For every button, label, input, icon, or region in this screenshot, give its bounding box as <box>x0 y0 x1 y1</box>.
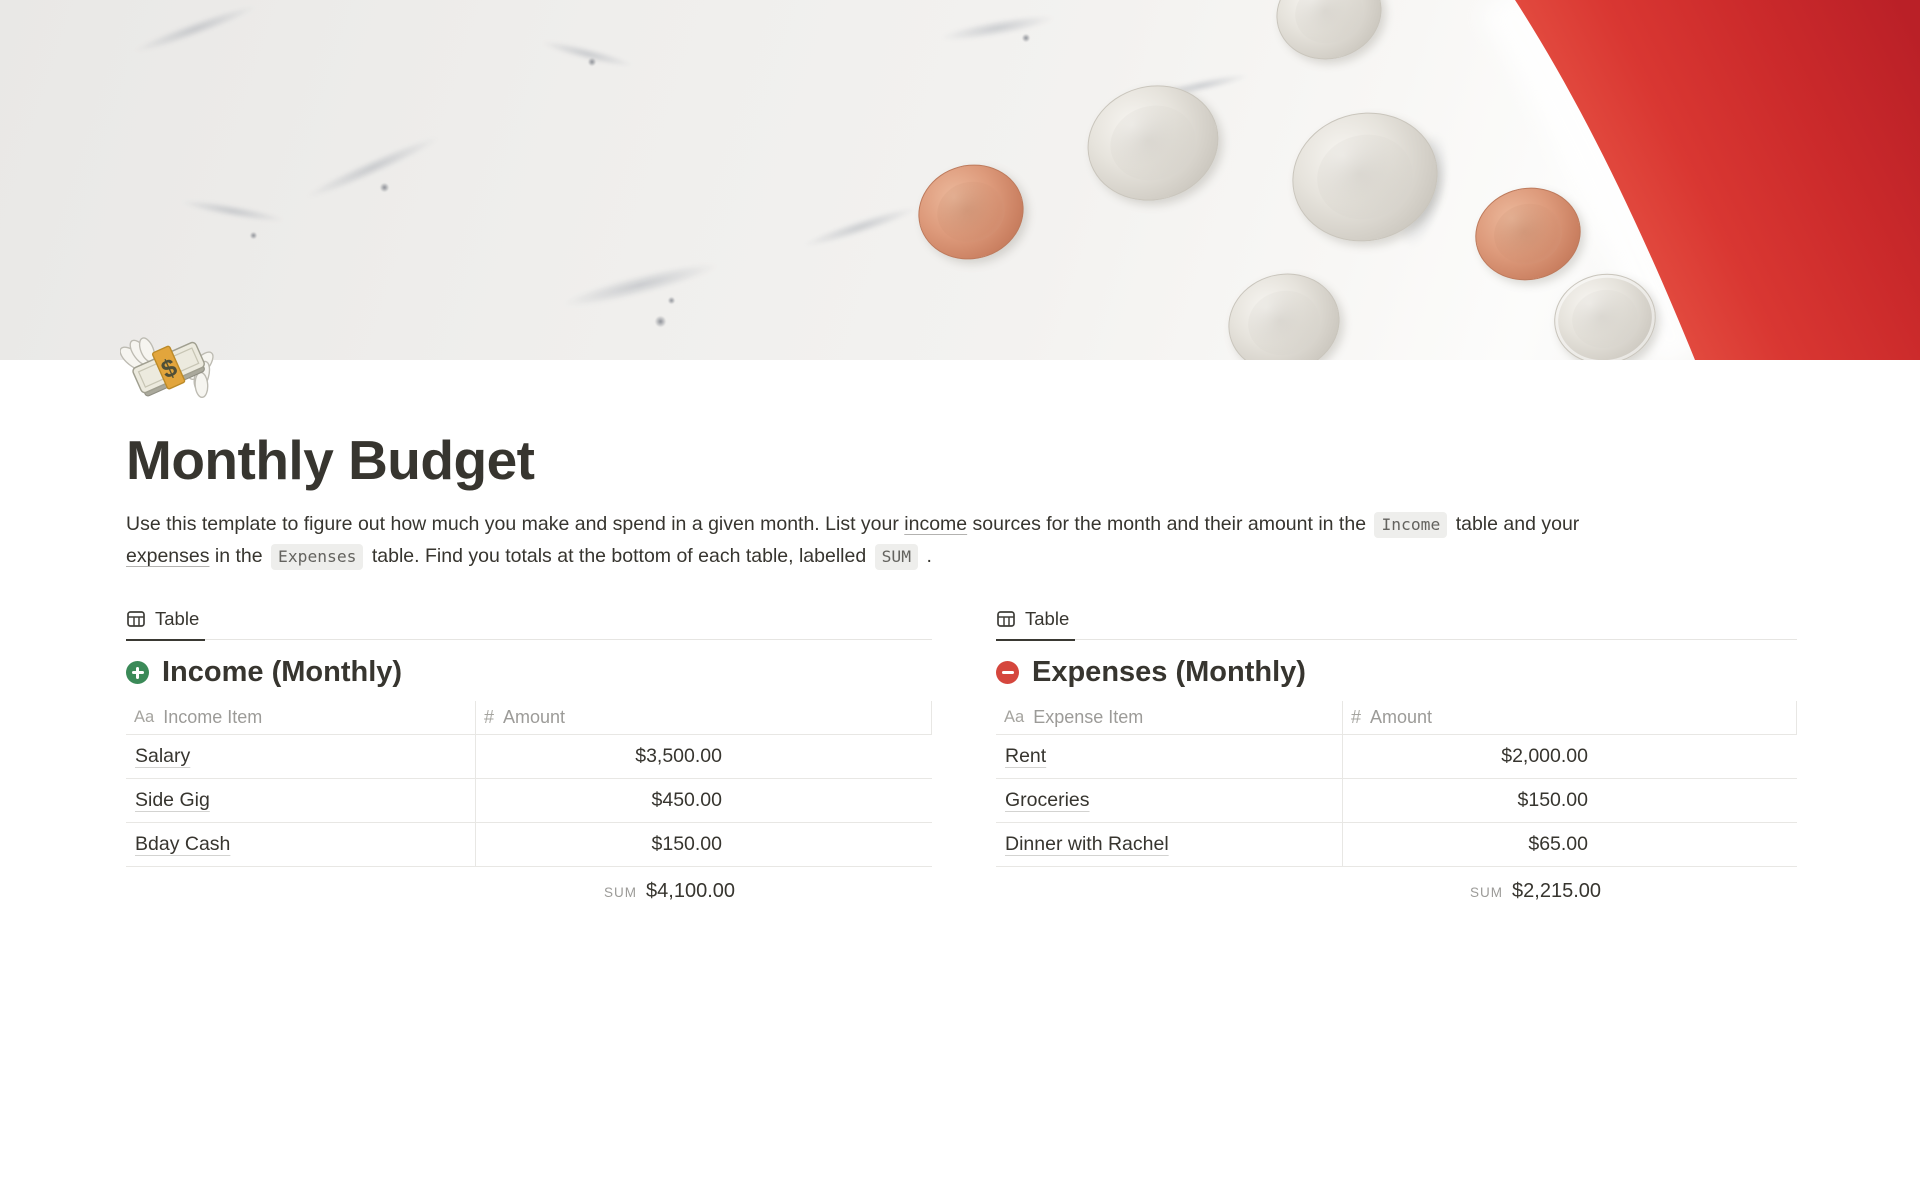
database-columns: Table Income (Monthly) Aa Income Item # Am… <box>126 603 1800 903</box>
cell-expense-item[interactable]: Groceries <box>996 779 1343 824</box>
cell-amount[interactable]: $150.00 <box>476 823 735 868</box>
row-filler <box>735 823 932 868</box>
inline-code-expenses: Expenses <box>271 544 364 571</box>
marble-speck <box>1022 34 1030 42</box>
add-column-area[interactable] <box>1601 701 1797 736</box>
item-title: Side Gig <box>135 789 210 812</box>
marble-speck <box>250 232 257 239</box>
cell-income-item[interactable]: Bday Cash <box>126 823 476 868</box>
text-run: table. Find you totals at the bottom of … <box>366 545 872 568</box>
sum-value: $2,215.00 <box>1512 880 1601 903</box>
view-tabs-expenses: Table <box>996 603 1797 641</box>
column-label: Amount <box>503 707 566 728</box>
description-line-1: Use this template to figure out how much… <box>126 508 1800 541</box>
sum-label: SUM <box>1470 885 1504 901</box>
amount-value: $150.00 <box>1517 789 1589 812</box>
column-label: Amount <box>1370 707 1433 728</box>
cell-amount[interactable]: $150.00 <box>1343 779 1601 824</box>
amount-value: $150.00 <box>651 833 723 856</box>
text-property-icon: Aa <box>1004 708 1025 727</box>
table-view-icon <box>126 609 146 629</box>
sum-value: $4,100.00 <box>646 880 735 903</box>
board-title-text: Expenses (Monthly) <box>1032 656 1306 689</box>
text-run: sources for the month and their amount i… <box>967 512 1372 535</box>
column-header-amount[interactable]: # Amount <box>1343 701 1601 736</box>
cell-income-item[interactable]: Side Gig <box>126 779 476 824</box>
expenses-link[interactable]: expenses <box>126 545 210 568</box>
marble-speck <box>588 58 596 66</box>
column-label: Income Item <box>163 707 263 728</box>
column-header-expense-item[interactable]: Aa Expense Item <box>996 701 1343 736</box>
row-filler <box>1601 735 1797 780</box>
text-run: Use this template to figure out how much… <box>126 512 905 535</box>
amount-value: $2,000.00 <box>1501 745 1588 768</box>
cell-amount[interactable]: $2,000.00 <box>1343 735 1601 780</box>
income-board-title[interactable]: Income (Monthly) <box>126 655 932 690</box>
item-title: Dinner with Rachel <box>1005 833 1169 856</box>
item-title: Rent <box>1005 745 1047 768</box>
cell-income-item[interactable]: Salary <box>126 735 476 780</box>
item-title: Groceries <box>1005 789 1090 812</box>
expenses-board-title[interactable]: Expenses (Monthly) <box>996 655 1797 690</box>
page-icon-money-with-wings-icon[interactable]: $ <box>119 316 220 416</box>
income-table-block: Table Income (Monthly) Aa Income Item # Am… <box>126 603 932 903</box>
row-filler <box>1601 823 1797 868</box>
plus-circle-icon <box>126 661 149 685</box>
cell-amount[interactable]: $450.00 <box>476 779 735 824</box>
column-label: Expense Item <box>1033 707 1144 728</box>
item-title: Bday Cash <box>135 833 231 856</box>
tab-label: Table <box>155 607 200 629</box>
income-table: Aa Income Item # Amount Salary $3,500.00 S… <box>126 701 932 868</box>
sum-label: SUM <box>604 885 638 901</box>
cell-expense-item[interactable]: Dinner with Rachel <box>996 823 1343 868</box>
tab-table-view[interactable]: Table <box>126 603 206 641</box>
income-link[interactable]: income <box>904 512 968 535</box>
text-run: table and your <box>1450 512 1580 535</box>
row-filler <box>1601 779 1797 824</box>
number-property-icon: # <box>1351 707 1362 728</box>
row-filler <box>735 779 932 824</box>
red-paper <box>1479 0 1920 360</box>
cell-amount[interactable]: $3,500.00 <box>476 735 735 780</box>
inline-code-sum: SUM <box>874 544 919 571</box>
description-line-2: expenses in the Expenses table. Find you… <box>126 540 1800 573</box>
row-filler <box>735 735 932 780</box>
cell-amount[interactable]: $65.00 <box>1343 823 1601 868</box>
cell-expense-item[interactable]: Rent <box>996 735 1343 780</box>
amount-value: $450.00 <box>651 789 723 812</box>
inline-code-income: Income <box>1374 511 1448 538</box>
tab-label: Table <box>1025 607 1070 629</box>
expenses-table-block: Table Expenses (Monthly) Aa Expense Item … <box>996 603 1797 903</box>
expenses-sum-row[interactable]: SUM $2,215.00 <box>996 867 1614 903</box>
number-property-icon: # <box>484 707 495 728</box>
view-tabs-income: Table <box>126 603 932 641</box>
column-header-amount[interactable]: # Amount <box>476 701 735 736</box>
amount-value: $65.00 <box>1528 833 1588 856</box>
expenses-table: Aa Expense Item # Amount Rent $2,000.00 Gr… <box>996 701 1797 868</box>
amount-value: $3,500.00 <box>635 745 722 768</box>
tab-table-view[interactable]: Table <box>996 603 1076 641</box>
board-title-text: Income (Monthly) <box>162 656 403 689</box>
text-run: . <box>921 545 932 568</box>
page-body: $ Monthly Budget Use this template to fi… <box>0 337 1920 903</box>
page-title[interactable]: Monthly Budget <box>126 429 535 491</box>
text-property-icon: Aa <box>134 708 155 727</box>
marble-speck <box>655 316 666 327</box>
marble-speck <box>380 183 389 192</box>
table-view-icon <box>996 609 1016 629</box>
page-description[interactable]: Use this template to figure out how much… <box>126 508 1800 573</box>
add-column-area[interactable] <box>735 701 932 736</box>
cover-image <box>0 0 1920 360</box>
column-header-income-item[interactable]: Aa Income Item <box>126 701 476 736</box>
text-run: in the <box>209 545 269 568</box>
minus-circle-icon <box>996 661 1019 685</box>
income-sum-row[interactable]: SUM $4,100.00 <box>126 867 748 903</box>
marble-speck <box>668 297 675 304</box>
item-title: Salary <box>135 745 191 768</box>
